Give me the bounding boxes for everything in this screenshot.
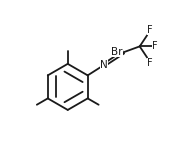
Text: N: N: [100, 60, 108, 70]
Text: Br: Br: [111, 47, 123, 57]
Text: F: F: [152, 41, 157, 51]
Text: F: F: [147, 58, 153, 68]
Text: F: F: [147, 25, 153, 35]
